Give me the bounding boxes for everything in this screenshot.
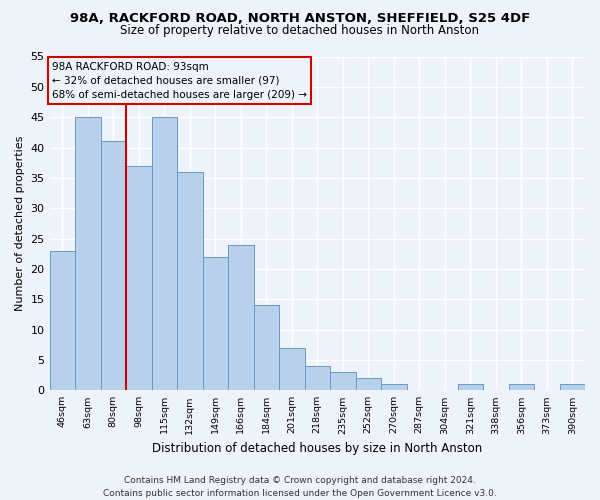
Bar — [381, 384, 407, 390]
Bar — [509, 384, 534, 390]
Bar — [279, 348, 305, 391]
Text: 98A, RACKFORD ROAD, NORTH ANSTON, SHEFFIELD, S25 4DF: 98A, RACKFORD ROAD, NORTH ANSTON, SHEFFI… — [70, 12, 530, 26]
Text: Size of property relative to detached houses in North Anston: Size of property relative to detached ho… — [121, 24, 479, 37]
Bar — [126, 166, 152, 390]
Bar — [101, 142, 126, 390]
Bar — [177, 172, 203, 390]
Bar — [50, 250, 75, 390]
Bar — [75, 117, 101, 390]
Bar — [458, 384, 483, 390]
Bar — [203, 257, 228, 390]
Text: Contains HM Land Registry data © Crown copyright and database right 2024.
Contai: Contains HM Land Registry data © Crown c… — [103, 476, 497, 498]
Bar — [152, 117, 177, 390]
Bar — [330, 372, 356, 390]
Bar — [228, 244, 254, 390]
Text: 98A RACKFORD ROAD: 93sqm
← 32% of detached houses are smaller (97)
68% of semi-d: 98A RACKFORD ROAD: 93sqm ← 32% of detach… — [52, 62, 307, 100]
Bar — [560, 384, 585, 390]
Y-axis label: Number of detached properties: Number of detached properties — [15, 136, 25, 311]
Bar — [254, 306, 279, 390]
Bar — [356, 378, 381, 390]
X-axis label: Distribution of detached houses by size in North Anston: Distribution of detached houses by size … — [152, 442, 482, 455]
Bar — [305, 366, 330, 390]
